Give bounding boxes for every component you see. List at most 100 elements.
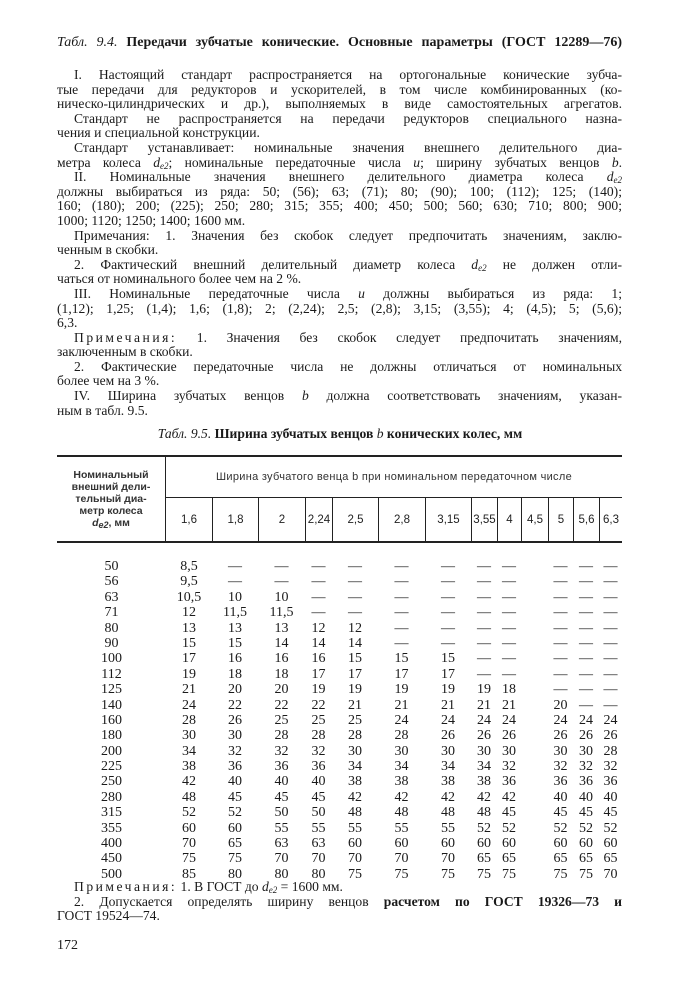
text-run: Примечания: 1. Значения без скобок следу… (74, 227, 622, 243)
cell-width: 70 (348, 851, 362, 867)
text-run: 1000; 1120; 1250; 1400; 1600 мм. (57, 212, 246, 228)
cell-width: 17 (311, 666, 326, 682)
cell-width: — (394, 574, 409, 590)
cell-width: 24 (441, 712, 455, 728)
cell-width: — (477, 589, 491, 605)
cell-width: 60 (477, 836, 491, 852)
cell-width: 20 (274, 682, 289, 698)
text-run: (1,12); 1,25; (1,4); 1,6; (1,8); 2; (2,2… (57, 300, 622, 316)
column-header-ratio: 2,5 (332, 498, 378, 541)
cell-width: — (579, 620, 593, 636)
cell-width: — (603, 651, 618, 667)
cell-width: 80 (274, 866, 289, 882)
math-variable: u (358, 285, 365, 301)
cell-width: 48 (477, 805, 491, 821)
cell-width: — (394, 559, 409, 574)
cell-width: — (477, 635, 491, 651)
math-variable: Табл. 9.4. (57, 35, 118, 50)
cell-width: 25 (311, 712, 326, 728)
text-line: ническо-цилиндрических и др.), выполняем… (57, 96, 622, 112)
cell-width: 65 (477, 851, 491, 867)
cell-width: — (502, 635, 516, 651)
cell-width: 60 (228, 820, 242, 836)
cell-width: 70 (441, 851, 455, 867)
cell-width: 22 (311, 697, 326, 713)
cell-width: — (603, 697, 618, 713)
cell-width: — (579, 651, 593, 667)
cell-width: 10,5 (176, 589, 202, 605)
cell-width: 45 (603, 805, 618, 821)
cell-width: 17 (441, 666, 455, 682)
cell-width: 15 (228, 635, 242, 651)
cell-width: 36 (228, 759, 242, 775)
cell-diameter: 180 (101, 728, 122, 744)
cell-width: 15 (182, 635, 196, 651)
cell-width: 26 (579, 728, 593, 744)
cell-width: 42 (502, 789, 516, 805)
cell-width: 32 (502, 759, 516, 775)
text-run: должны выбираться из ряда: 50; (56); 63;… (57, 183, 622, 199)
text-run: 1. В ГОСТ до (177, 879, 262, 894)
cell-width: 52 (182, 805, 196, 821)
table-row: 280 48 45 45 45 42 42 42 42 42 40 40 40 (57, 790, 622, 805)
table-row: 63 10,5 10 10 — — — — — — — — — (57, 590, 622, 605)
cell-width: 24 (502, 712, 516, 728)
cell-width: 13 (182, 620, 196, 636)
cell-width: 75 (394, 866, 409, 882)
cell-width: 34 (394, 759, 409, 775)
cell-width: — (394, 635, 409, 651)
text-run: ; ширину зубчатых венцов (420, 154, 612, 170)
text-line: 2. Фактические передаточные числа не дол… (57, 359, 622, 375)
cell-width: — (579, 666, 593, 682)
cell-width: — (348, 605, 362, 621)
cell-width: — (579, 605, 593, 621)
cell-width: 21 (348, 697, 362, 713)
cell-width (521, 851, 548, 866)
text-line: (1,12); 1,25; (1,4); 1,6; (1,8); 2; (2,2… (57, 300, 622, 317)
cell-width (521, 605, 548, 620)
text-run: ; номинальные передаточные числа (168, 154, 414, 170)
cell-width: 40 (228, 774, 242, 790)
cell-width: 36 (579, 774, 593, 790)
text-line: 6,3. (57, 315, 622, 331)
text-run: III. Номинальные передаточные числа (74, 285, 359, 301)
cell-width: 26 (603, 728, 618, 744)
text-run: расчетом по ГОСТ 19326—73 и (383, 893, 623, 909)
cell-width: 18 (228, 666, 242, 682)
cell-width: 30 (553, 743, 568, 759)
table-row: 180 30 30 28 28 28 28 26 26 26 26 26 26 (57, 728, 622, 743)
table-row: 71 12 11,5 11,5 — — — — — — — — — (57, 605, 622, 620)
cell-width (521, 574, 548, 589)
cell-width (521, 698, 548, 713)
math-variable: d (606, 169, 614, 185)
cell-width: — (441, 559, 455, 574)
cell-width: 40 (274, 774, 289, 790)
cell-width: — (553, 666, 568, 682)
cell-width: 28 (603, 743, 618, 759)
column-group-header: Ширина зубчатого венца b при номинальном… (166, 457, 622, 498)
math-variable: e2 (98, 520, 109, 530)
cell-width: — (441, 574, 455, 590)
cell-width: 32 (311, 743, 326, 759)
table-row: 125 21 20 20 19 19 19 19 19 18 — — — (57, 682, 622, 697)
text-run: . (618, 154, 623, 170)
cell-width: — (311, 589, 326, 605)
table-row: 140 24 22 22 22 21 21 21 21 21 20 — — (57, 698, 622, 713)
cell-width: 13 (228, 620, 242, 636)
cell-width: — (348, 589, 362, 605)
cell-width: 10 (228, 589, 242, 605)
cell-width: — (603, 589, 618, 605)
cell-width: 80 (228, 866, 242, 882)
cell-diameter: 80 (104, 620, 119, 636)
column-header-diameter: Номинальный внешний дели-тельный диа-метр… (57, 457, 166, 541)
cell-width: 75 (441, 866, 455, 882)
table-row: 90 15 15 14 14 14 — — — — — — — (57, 636, 622, 651)
cell-diameter: 250 (101, 774, 122, 790)
text-run: 6,3. (57, 315, 78, 331)
cell-width: 32 (603, 759, 618, 775)
table-row: 355 60 60 55 55 55 55 55 52 52 52 52 52 (57, 821, 622, 836)
text-run: 2. Фактический внешний делительный диаме… (74, 256, 472, 272)
text-line: ным в табл. 9.5. (57, 403, 622, 419)
cell-width: — (553, 559, 568, 574)
cell-width: 24 (394, 712, 409, 728)
